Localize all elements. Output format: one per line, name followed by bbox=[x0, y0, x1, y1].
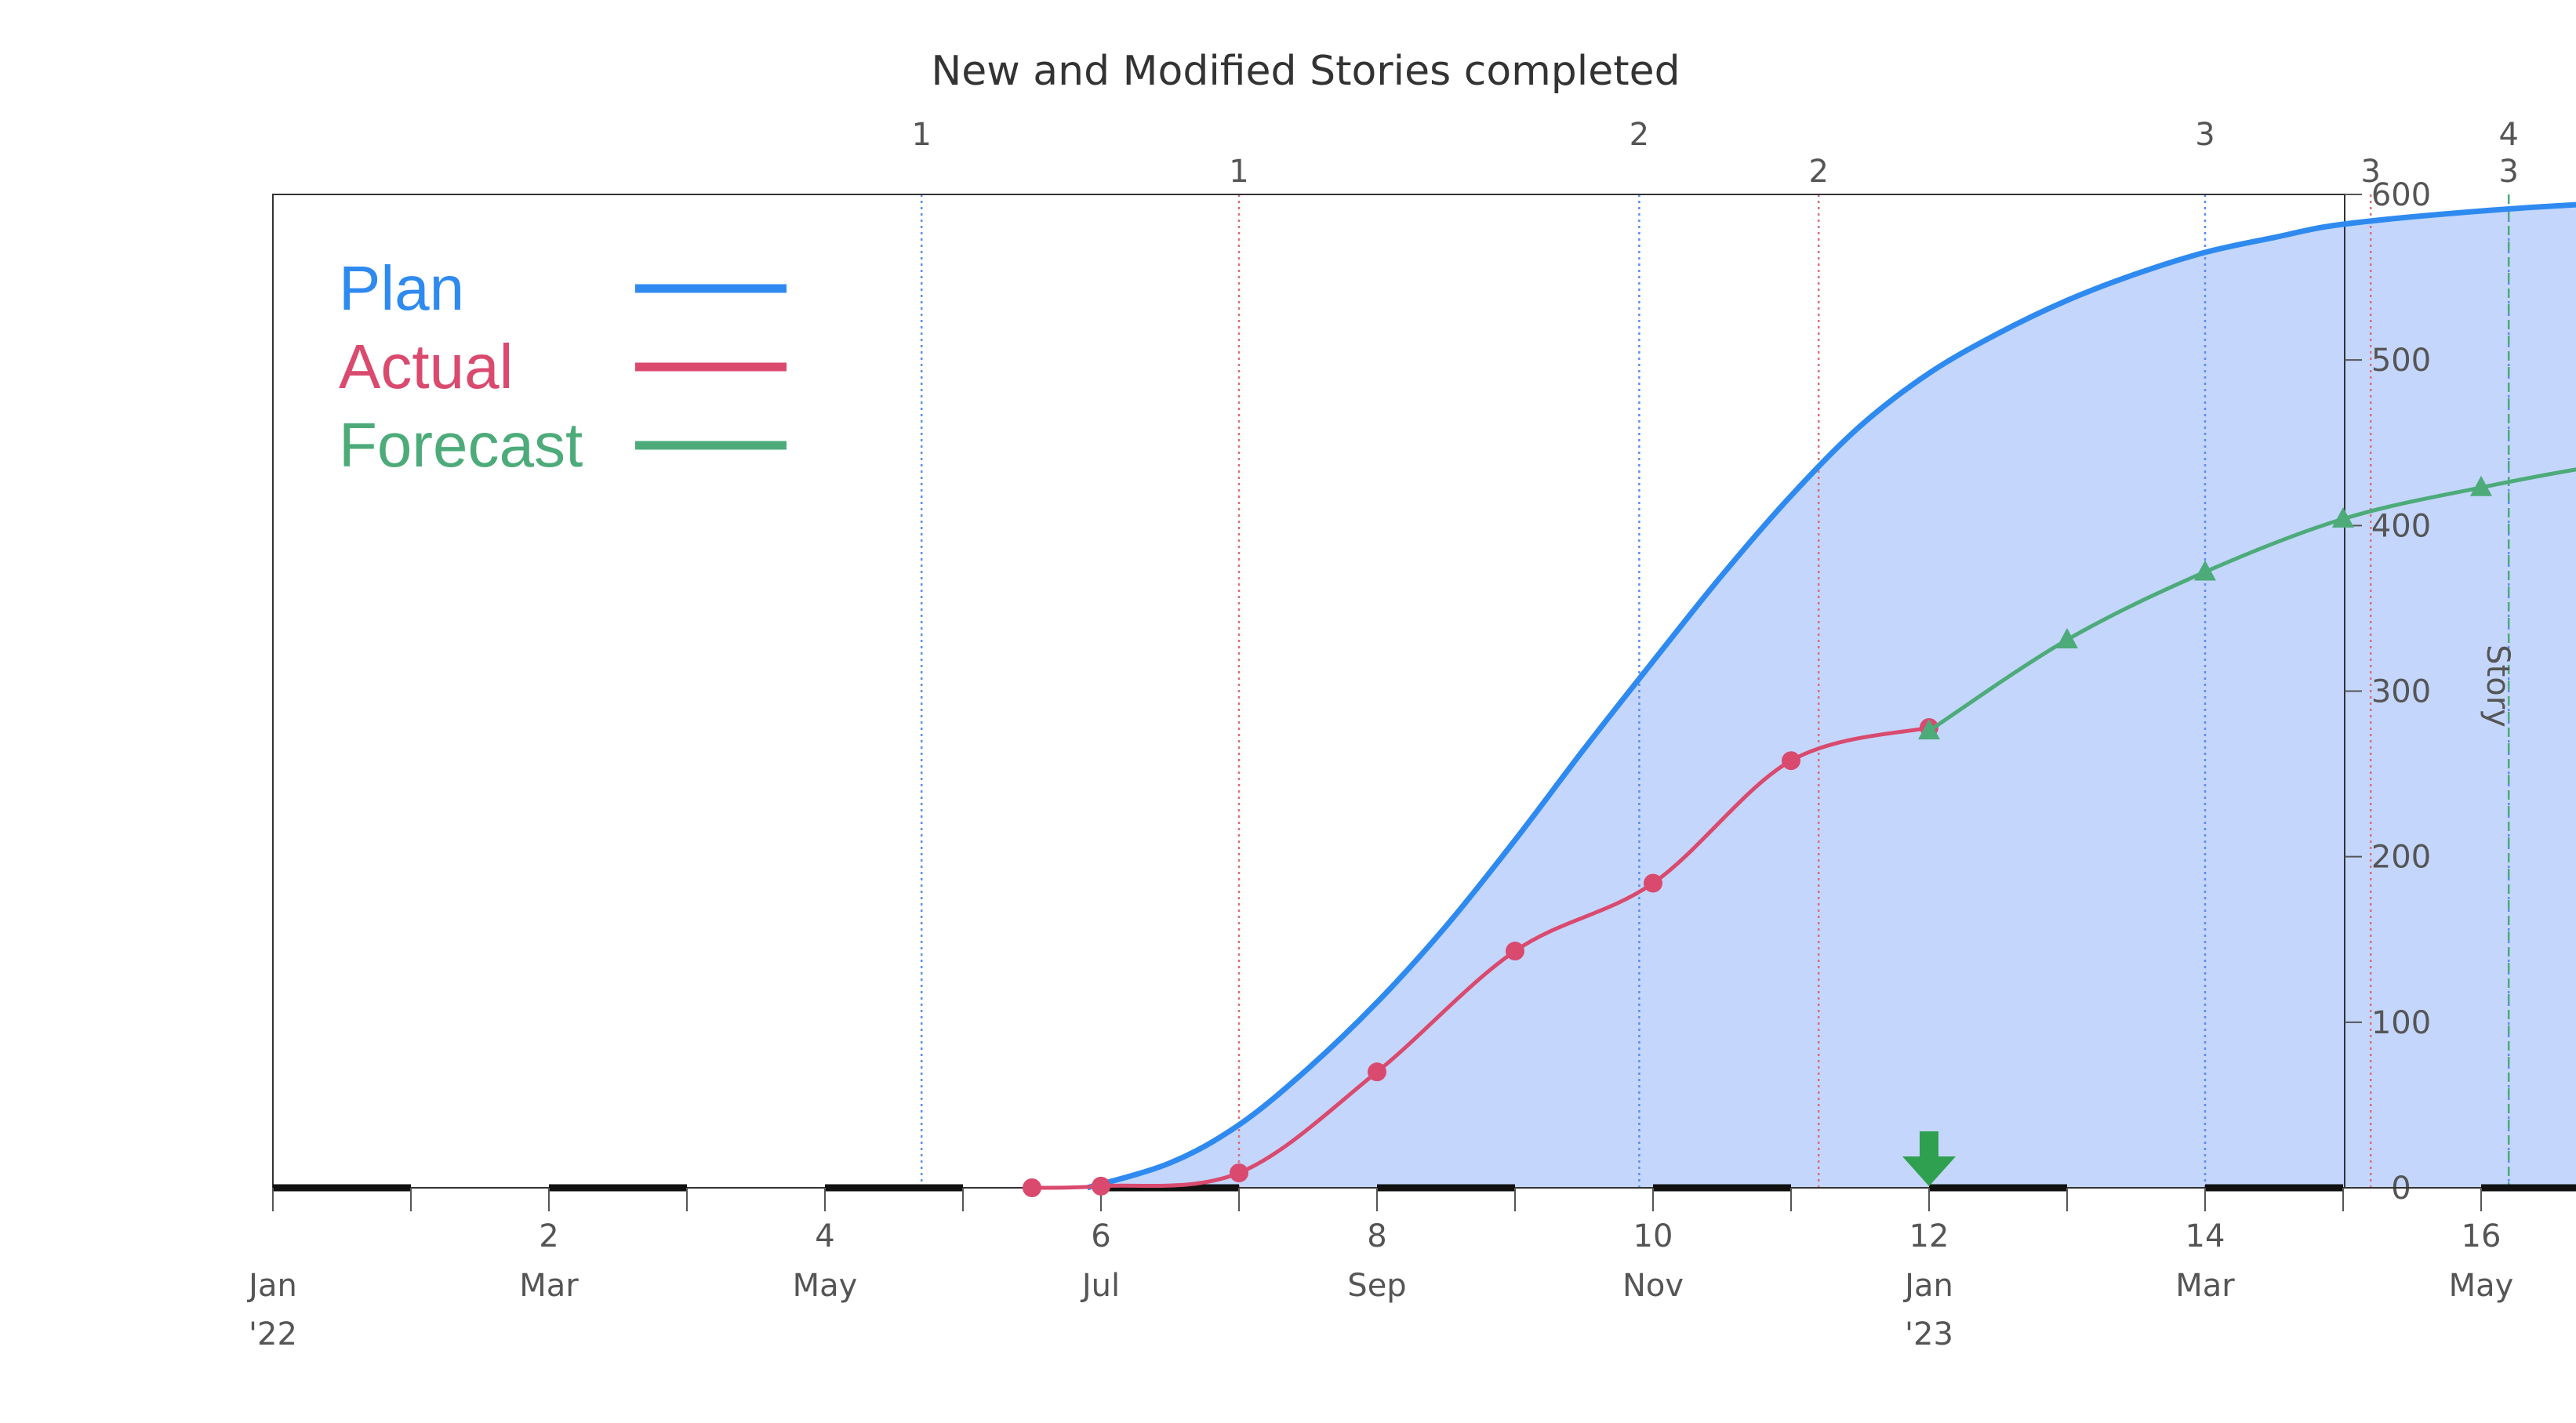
x-tick-month: Jan bbox=[1902, 1268, 1953, 1304]
actual-line bbox=[1031, 725, 1930, 1190]
status-date-arrow-icon bbox=[1902, 1131, 1956, 1186]
forecast-point bbox=[2332, 506, 2354, 528]
plan-area-layer bbox=[1087, 205, 2576, 1188]
y-tick-label: 100 bbox=[2371, 1005, 2431, 1041]
x-tick-number: 4 bbox=[815, 1218, 834, 1254]
y-tick-label: 500 bbox=[2371, 343, 2431, 379]
chart-title: New and Modified Stories completed bbox=[931, 48, 1680, 95]
actual-milestone-label: 2 bbox=[1808, 154, 1828, 190]
x-tick-number: 2 bbox=[539, 1218, 558, 1254]
plan-line bbox=[1086, 201, 2576, 1191]
x-tick-month: Mar bbox=[519, 1268, 579, 1304]
plan-milestone-label: 4 bbox=[2498, 117, 2518, 153]
plan-milestone-label: 3 bbox=[2195, 117, 2214, 153]
y-tick-label: 600 bbox=[2371, 177, 2431, 213]
x-tick-month: May bbox=[793, 1268, 858, 1304]
plan-milestone-label: 1 bbox=[911, 117, 931, 153]
legend-label-forecast: Forecast bbox=[339, 410, 583, 480]
x-tick-month: Jan bbox=[246, 1268, 297, 1304]
actual-point bbox=[1782, 751, 1800, 771]
axes-layer: 0100200300400500600Jan'222Mar4May6Jul8Se… bbox=[246, 177, 2576, 1352]
plan-milestone-label: 2 bbox=[1630, 117, 1649, 153]
forecast-point bbox=[2056, 628, 2078, 649]
x-tick-number: 14 bbox=[2185, 1218, 2225, 1254]
actual-point bbox=[1644, 873, 1662, 893]
actual-point bbox=[1506, 942, 1524, 961]
x-tick-month: Mar bbox=[2175, 1268, 2235, 1304]
forecast-point bbox=[2194, 560, 2216, 581]
legend-label-plan: Plan bbox=[339, 253, 464, 323]
forecast-point bbox=[1918, 719, 1940, 740]
x-tick-number: 12 bbox=[1909, 1218, 1949, 1254]
x-tick-number: 10 bbox=[1633, 1218, 1673, 1254]
actual-point bbox=[1368, 1062, 1386, 1082]
x-tick-number: 16 bbox=[2462, 1218, 2502, 1254]
milestone-lines-layer: 12345678123345678 bbox=[911, 117, 2519, 1188]
series-layer bbox=[1023, 201, 2576, 1197]
forecast-point bbox=[2470, 475, 2492, 496]
actual-point bbox=[1092, 1176, 1110, 1196]
x-tick-number: 8 bbox=[1367, 1218, 1386, 1254]
y-axis-label: Story bbox=[2480, 644, 2516, 728]
actual-milestone-label: 3 bbox=[2360, 154, 2380, 190]
legend-label-actual: Actual bbox=[339, 332, 513, 401]
actual-point bbox=[1230, 1163, 1248, 1182]
legend: Plan Actual Forecast bbox=[339, 253, 787, 480]
x-tick-month: Sep bbox=[1347, 1268, 1406, 1304]
forecast-milestone-label: 3 bbox=[2498, 154, 2518, 190]
y-tick-label: 300 bbox=[2371, 674, 2431, 710]
y-tick-label: 400 bbox=[2371, 508, 2431, 544]
actual-point bbox=[1023, 1178, 1041, 1197]
actual-milestone-label: 1 bbox=[1229, 154, 1248, 190]
x-tick-month: Nov bbox=[1622, 1268, 1684, 1304]
forecast-line bbox=[1927, 467, 2576, 733]
x-tick-month: May bbox=[2449, 1268, 2514, 1304]
plan-area-fill bbox=[1087, 205, 2576, 1188]
x-tick-number: 6 bbox=[1091, 1218, 1110, 1254]
x-tick-month: Jul bbox=[1080, 1268, 1120, 1304]
x-tick-year: '23 bbox=[1905, 1316, 1953, 1352]
x-tick-year: '22 bbox=[249, 1316, 297, 1352]
y-tick-label: 200 bbox=[2371, 840, 2431, 876]
